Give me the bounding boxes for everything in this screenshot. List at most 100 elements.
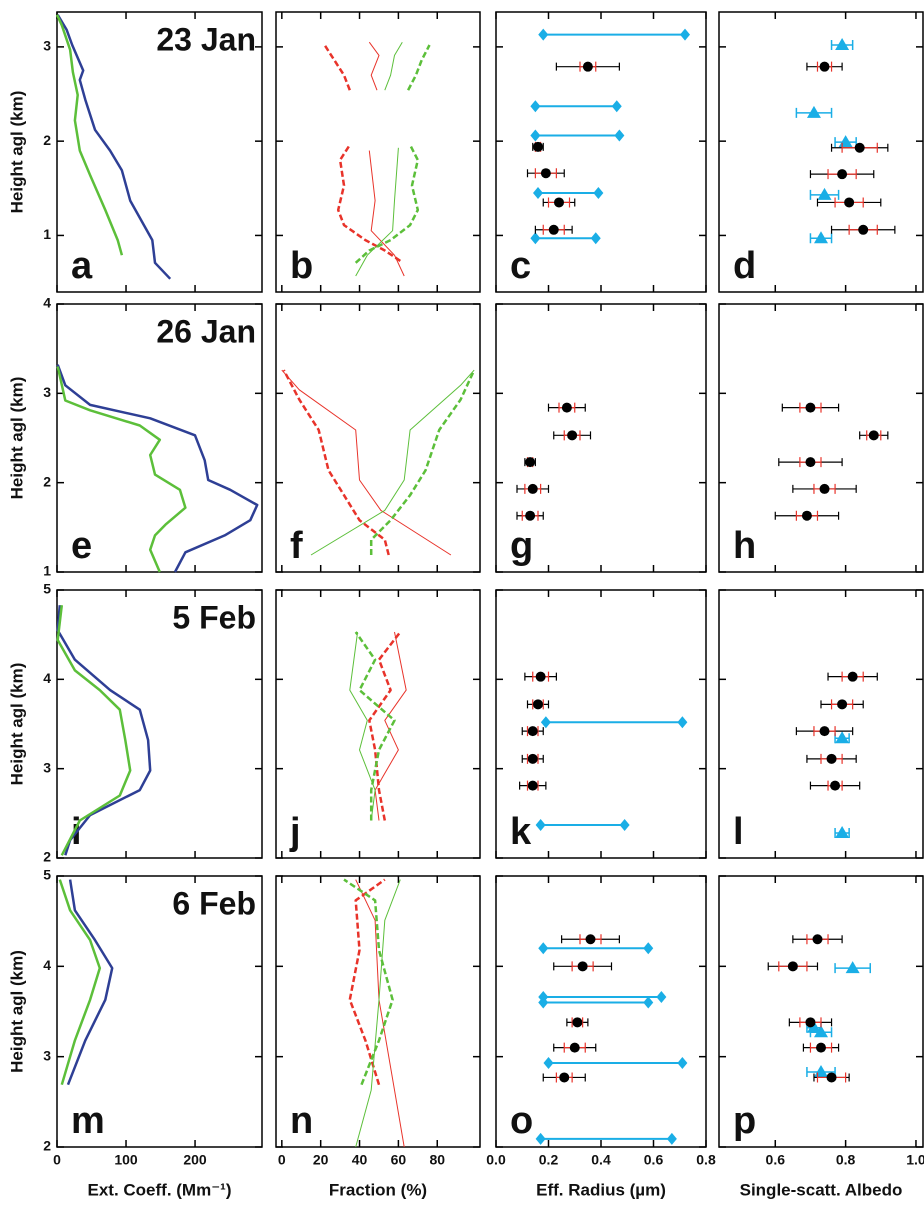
range-diamond: [656, 991, 667, 1004]
profile-line: [56, 366, 187, 573]
point-marker: [527, 726, 538, 737]
x-tick-label: 80: [429, 1152, 445, 1168]
point-marker: [847, 671, 858, 682]
triangle-marker: [806, 105, 821, 118]
y-axis-title: Height agl (km): [7, 377, 26, 500]
point-marker: [527, 483, 538, 494]
range-diamond: [530, 232, 541, 245]
panel-frame: [718, 11, 924, 293]
point-marker: [826, 753, 837, 764]
x-tick-label: 60: [391, 1152, 407, 1168]
y-tick-label: 2: [43, 849, 51, 865]
x-tick-label: 20: [313, 1152, 329, 1168]
range-diamond: [538, 991, 549, 1004]
range-diamond: [543, 1056, 554, 1069]
x-tick-label: 0.6: [766, 1152, 786, 1168]
point-marker: [805, 1017, 816, 1028]
date-label: 26 Jan: [156, 313, 256, 349]
profile-line: [369, 369, 476, 555]
y-axis-title: Height agl (km): [7, 950, 26, 1073]
point-marker: [525, 510, 536, 521]
panel-letter: n: [290, 1100, 313, 1142]
point-marker: [559, 1072, 570, 1083]
point-marker: [816, 1042, 826, 1053]
point-marker: [844, 197, 855, 208]
panel-frame: [275, 11, 481, 293]
point-marker: [819, 61, 830, 72]
panel-letter: k: [510, 811, 532, 853]
panel-frame: [56, 875, 263, 1148]
range-diamond: [530, 129, 541, 142]
profile-line: [348, 878, 386, 1086]
triangle-marker: [835, 825, 850, 838]
triangle-marker: [835, 37, 850, 50]
x-tick-label: 0.0: [486, 1152, 506, 1168]
panel-frame: [275, 589, 481, 859]
range-diamond: [680, 28, 690, 41]
point-marker: [540, 168, 551, 179]
panel-letter: p: [733, 1100, 756, 1142]
point-marker: [548, 224, 559, 235]
panel-letter: d: [733, 245, 756, 287]
profile-line: [343, 878, 394, 1086]
point-marker: [561, 402, 572, 413]
profile-line: [56, 364, 259, 573]
point-marker: [787, 961, 798, 972]
triangle-marker: [838, 135, 853, 148]
panel-frame: [718, 875, 924, 1148]
x-tick-label: 0.4: [591, 1152, 611, 1168]
triangle-marker: [814, 1065, 828, 1078]
panel-frame: [56, 589, 263, 859]
panel-letter: m: [71, 1100, 105, 1142]
y-axis-title: Height agl (km): [7, 663, 26, 786]
panel-letter: j: [289, 811, 301, 853]
point-marker: [819, 483, 830, 494]
point-marker: [569, 1042, 580, 1053]
x-tick-label: 0.8: [696, 1152, 716, 1168]
profile-line: [55, 14, 124, 256]
profile-line: [355, 147, 399, 277]
triangle-marker: [806, 1020, 821, 1033]
date-label: 23 Jan: [156, 21, 256, 57]
x-tick-label: 0.8: [836, 1152, 856, 1168]
x-axis-title: Ext. Coeff. (Mm⁻¹): [87, 1180, 231, 1199]
y-tick-label: 1: [43, 563, 51, 579]
point-marker: [533, 699, 543, 710]
profile-line: [368, 150, 405, 277]
range-diamond: [643, 942, 654, 955]
triangle-marker: [814, 231, 828, 244]
x-tick-label: 100: [114, 1152, 138, 1168]
point-marker: [805, 457, 816, 468]
point-marker: [812, 934, 823, 945]
range-diamond: [533, 187, 543, 200]
x-tick-label: 1.0: [906, 1152, 924, 1168]
x-tick-label: 40: [352, 1152, 368, 1168]
panel-letter: l: [733, 811, 744, 853]
range-diamond: [666, 1132, 677, 1145]
point-marker: [868, 430, 879, 441]
point-marker: [805, 402, 816, 413]
profile-line: [406, 44, 431, 91]
range-diamond: [538, 28, 549, 41]
panel-letter: a: [71, 245, 93, 287]
panel-frame: [718, 589, 924, 859]
point-marker: [582, 61, 593, 72]
point-marker: [854, 142, 865, 153]
y-tick-label: 2: [43, 132, 51, 148]
profile-line: [56, 14, 172, 280]
y-tick-label: 2: [43, 1138, 51, 1154]
triangle-marker: [845, 961, 860, 974]
range-diamond: [643, 996, 654, 1009]
triangle-marker: [817, 187, 832, 200]
y-tick-label: 1: [43, 226, 51, 242]
profile-line: [56, 605, 132, 856]
point-marker: [837, 699, 848, 710]
profile-line: [368, 41, 380, 91]
point-marker: [533, 141, 543, 152]
triangle-marker: [835, 731, 850, 744]
x-axis-title: Fraction (%): [329, 1180, 427, 1199]
y-tick-label: 3: [43, 384, 51, 400]
profile-line: [323, 44, 351, 91]
point-marker: [554, 197, 564, 208]
